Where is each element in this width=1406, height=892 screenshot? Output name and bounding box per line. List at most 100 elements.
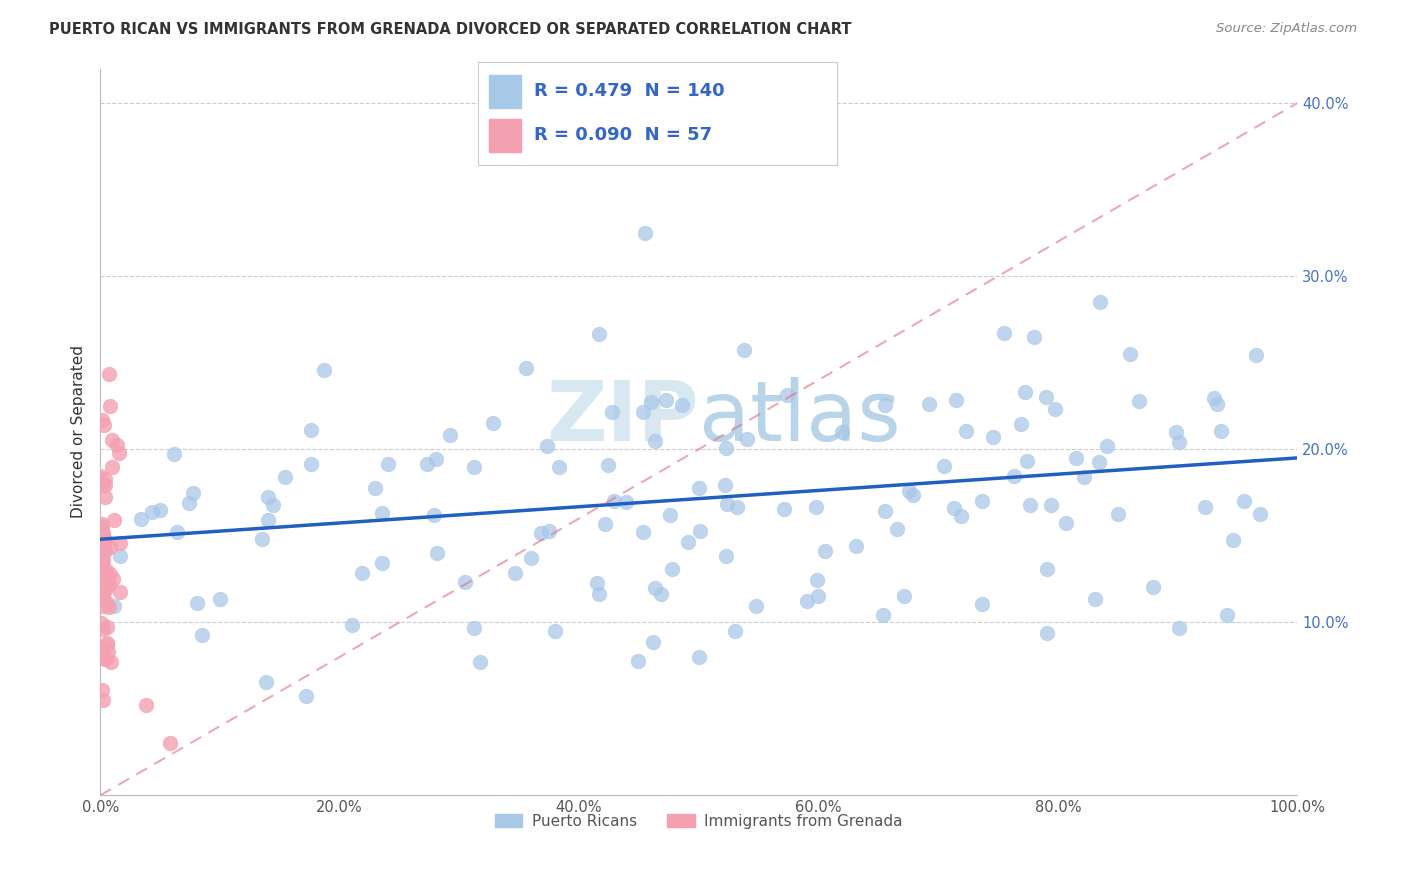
Point — [257, 490, 280, 504]
Text: Source: ZipAtlas.com: Source: ZipAtlas.com — [1216, 22, 1357, 36]
Point — [945, 392, 967, 407]
Point — [831, 425, 853, 439]
Point — [903, 488, 925, 502]
Point — [993, 326, 1015, 341]
Point — [97, 645, 120, 659]
Point — [688, 481, 710, 495]
Point — [1107, 507, 1129, 521]
Point — [1036, 562, 1059, 576]
Point — [262, 498, 284, 512]
Point — [650, 587, 672, 601]
Point — [94, 544, 117, 558]
Point — [91, 586, 114, 600]
Point — [744, 599, 766, 613]
Point — [530, 525, 553, 540]
Legend: Puerto Ricans, Immigrants from Grenada: Puerto Ricans, Immigrants from Grenada — [489, 808, 908, 835]
FancyBboxPatch shape — [489, 119, 522, 152]
Point — [93, 652, 115, 666]
Point — [714, 477, 737, 491]
Point — [1097, 439, 1119, 453]
Text: ZIP: ZIP — [547, 377, 699, 458]
Point — [91, 536, 114, 550]
Point — [254, 675, 277, 690]
Point — [659, 508, 682, 522]
Point — [1084, 592, 1107, 607]
Point — [108, 536, 131, 550]
Point — [1128, 394, 1150, 409]
Point — [91, 517, 114, 532]
Point — [585, 575, 607, 590]
Point — [93, 541, 115, 556]
Point — [91, 682, 114, 697]
Point — [688, 649, 710, 664]
Point — [596, 458, 619, 473]
Point — [96, 638, 118, 652]
Point — [942, 500, 965, 515]
Point — [96, 652, 118, 666]
Point — [503, 566, 526, 581]
Point — [773, 502, 796, 516]
Point — [91, 693, 114, 707]
Point — [1088, 295, 1111, 310]
Point — [425, 451, 447, 466]
Point — [94, 490, 117, 504]
Point — [1202, 391, 1225, 405]
Point — [873, 504, 896, 518]
Point — [1073, 469, 1095, 483]
Point — [1233, 494, 1256, 508]
Point — [1036, 625, 1059, 640]
Point — [934, 458, 956, 473]
Point — [96, 636, 118, 650]
Point — [1018, 498, 1040, 512]
Point — [91, 591, 114, 606]
Point — [439, 428, 461, 442]
Point — [1035, 390, 1057, 404]
Point — [1040, 498, 1063, 512]
Point — [970, 597, 993, 611]
Point — [1010, 417, 1032, 431]
Point — [737, 432, 759, 446]
Point — [256, 513, 278, 527]
Point — [105, 438, 128, 452]
Point — [1022, 330, 1045, 344]
Point — [186, 596, 208, 610]
Point — [627, 655, 650, 669]
Point — [775, 388, 797, 402]
Point — [593, 516, 616, 531]
Point — [898, 483, 921, 498]
Point — [98, 567, 121, 582]
Point — [1054, 516, 1077, 530]
Point — [520, 550, 543, 565]
Point — [274, 470, 297, 484]
Point — [93, 417, 115, 432]
Point — [1194, 500, 1216, 515]
Point — [1164, 425, 1187, 439]
Point — [725, 500, 748, 514]
Point — [470, 656, 492, 670]
Point — [548, 460, 571, 475]
Point — [91, 554, 114, 568]
Point — [537, 524, 560, 539]
Point — [416, 457, 439, 471]
Point — [93, 533, 115, 547]
Point — [101, 572, 124, 586]
Point — [91, 553, 114, 567]
Point — [93, 570, 115, 584]
Point — [804, 500, 827, 514]
Point — [733, 343, 755, 358]
Point — [98, 367, 121, 381]
Point — [91, 599, 114, 614]
Point — [806, 573, 828, 587]
Point — [886, 522, 908, 536]
Point — [1002, 469, 1025, 483]
Point — [1088, 455, 1111, 469]
Point — [252, 532, 274, 546]
Point — [96, 620, 118, 634]
Point — [135, 698, 157, 713]
Point — [93, 478, 115, 492]
Point — [91, 518, 114, 533]
Point — [1119, 347, 1142, 361]
Point — [312, 362, 335, 376]
Point — [644, 581, 666, 595]
Point — [893, 589, 915, 603]
